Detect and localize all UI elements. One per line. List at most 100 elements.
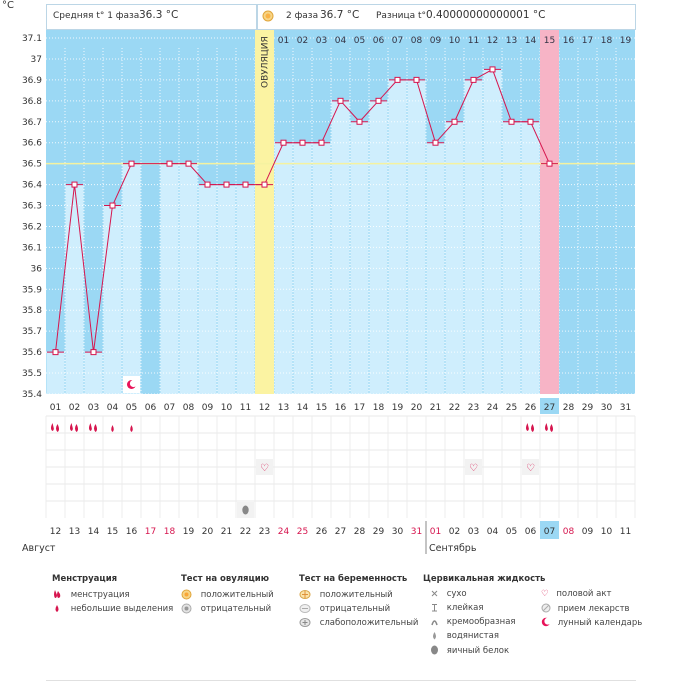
temperature-line-segment (492, 69, 512, 122)
date-label: 13 (69, 527, 80, 537)
ovulation-label: ОВУЛЯЦИЯ (261, 36, 271, 88)
current-day-column (540, 30, 559, 394)
pregnancy-positive-icon (299, 590, 311, 599)
cycle-day-label: 27 (544, 403, 555, 413)
date-label: 16 (126, 527, 138, 537)
pregnancy-weak-icon (299, 618, 311, 627)
moon-icon (541, 617, 552, 627)
menstruation-icon (54, 590, 61, 598)
legend-menstruation-title: Менструация (52, 574, 118, 584)
date-label: 03 (468, 527, 479, 537)
temperature-bar (369, 100, 388, 394)
legend-cervical-item: клейкая (430, 603, 483, 613)
date-label: 06 (525, 527, 537, 537)
cycle-day-label: 13 (278, 403, 289, 413)
cycle-day-label: 11 (240, 403, 251, 413)
pill-icon (541, 603, 551, 613)
temperature-point (166, 160, 173, 167)
temperature-point (261, 181, 268, 188)
y-tick-label: 36.7 (22, 118, 42, 128)
cycle-day-label: 16 (335, 403, 347, 413)
legend-cervical-item: водянистая (430, 631, 499, 641)
legend-label: сухо (446, 589, 467, 599)
legend-cervical-title: Цервикальная жидкость (423, 574, 546, 584)
marker-cell (465, 459, 482, 475)
header-cycle-day: 02 (297, 36, 308, 46)
cycle-day-label: 30 (601, 403, 613, 413)
legend-label: кремообразная (446, 617, 516, 627)
date-label: 04 (487, 527, 499, 537)
temperature-line-segment (93, 205, 113, 353)
date-label: 23 (259, 527, 270, 537)
date-label: 30 (392, 527, 404, 537)
current-day-tab (540, 398, 559, 414)
y-tick-label: 36.2 (22, 222, 42, 232)
y-tick-label: 36.9 (22, 76, 42, 86)
header-cycle-day: 14 (525, 36, 537, 46)
y-unit-label: °C (2, 0, 14, 11)
temperature-bar (160, 163, 179, 394)
phase2-summary: 2 фаза 36.7 °C Разница t° 0.400000000000… (257, 4, 636, 30)
legend-menstruation-item: менструация (52, 589, 130, 600)
legend-other-item: лунный календарь (541, 617, 642, 628)
temperature-bar (426, 142, 445, 394)
temperature-point (508, 118, 515, 125)
legend-label: положительный (200, 590, 274, 600)
temperature-point (71, 181, 78, 188)
legend-cervical-item: яичный белок (430, 645, 509, 656)
temperature-point (432, 139, 439, 146)
temperature-line-segment (264, 142, 284, 185)
temperature-bar (65, 184, 84, 394)
temperature-point (527, 118, 534, 125)
cycle-day-label: 23 (468, 403, 479, 413)
temperature-line-segment (188, 163, 208, 185)
legend-menstruation-item: небольшие выделения (52, 603, 173, 614)
menstruation-icon (75, 424, 78, 432)
month-label: Сентябрь (429, 543, 477, 554)
header-cycle-day: 16 (563, 36, 575, 46)
creamy-icon (431, 620, 438, 626)
menstruation-icon (89, 423, 92, 431)
date-label: 14 (88, 527, 100, 537)
temperature-point (337, 97, 344, 104)
diff-value: 0.40000000000001 °C (426, 9, 546, 21)
date-label: 21 (221, 527, 232, 537)
cycle-day-label: 03 (88, 403, 99, 413)
header-cycle-day: 09 (430, 36, 442, 46)
temperature-line-segment (378, 79, 398, 102)
date-label: 11 (620, 527, 631, 537)
menstruation-icon (70, 423, 73, 431)
date-label: 27 (335, 527, 346, 537)
cycle-day-label: 20 (411, 403, 423, 413)
temperature-bar (236, 184, 255, 394)
temperature-point (242, 181, 249, 188)
temperature-bar (312, 142, 331, 394)
temperature-point (223, 181, 230, 188)
temperature-bar (388, 79, 407, 394)
y-tick-label: 36.4 (22, 181, 42, 191)
menstruation-icon (51, 423, 54, 431)
ovulation-positive-icon (262, 10, 274, 25)
y-tick-label: 36.6 (22, 139, 42, 149)
heart-icon: ♡ (541, 589, 549, 599)
legend-label: прием лекарств (557, 603, 630, 614)
cycle-day-label: 31 (620, 403, 631, 413)
cycle-day-label: 19 (392, 403, 404, 413)
temperature-line-segment (112, 163, 132, 206)
header-cycle-day: 17 (582, 36, 593, 46)
y-tick-label: 35.8 (22, 306, 42, 316)
legend-cervical-item: кремообразная (430, 617, 516, 627)
cycle-day-label: 01 (50, 403, 61, 413)
header-cycle-day: 07 (392, 36, 403, 46)
header-cycle-day: 13 (506, 36, 517, 46)
diff-label: Разница t° (376, 11, 426, 21)
legend-pregnancy-item: отрицательный (299, 603, 390, 614)
y-tick-label: 37.1 (22, 34, 42, 44)
temperature-point (318, 139, 325, 146)
temperature-bar (502, 121, 521, 394)
temperature-bar (179, 163, 198, 394)
temperature-point (356, 118, 363, 125)
small-discharge-icon (130, 425, 133, 432)
cycle-day-label: 14 (297, 403, 309, 413)
date-label: 26 (316, 527, 328, 537)
